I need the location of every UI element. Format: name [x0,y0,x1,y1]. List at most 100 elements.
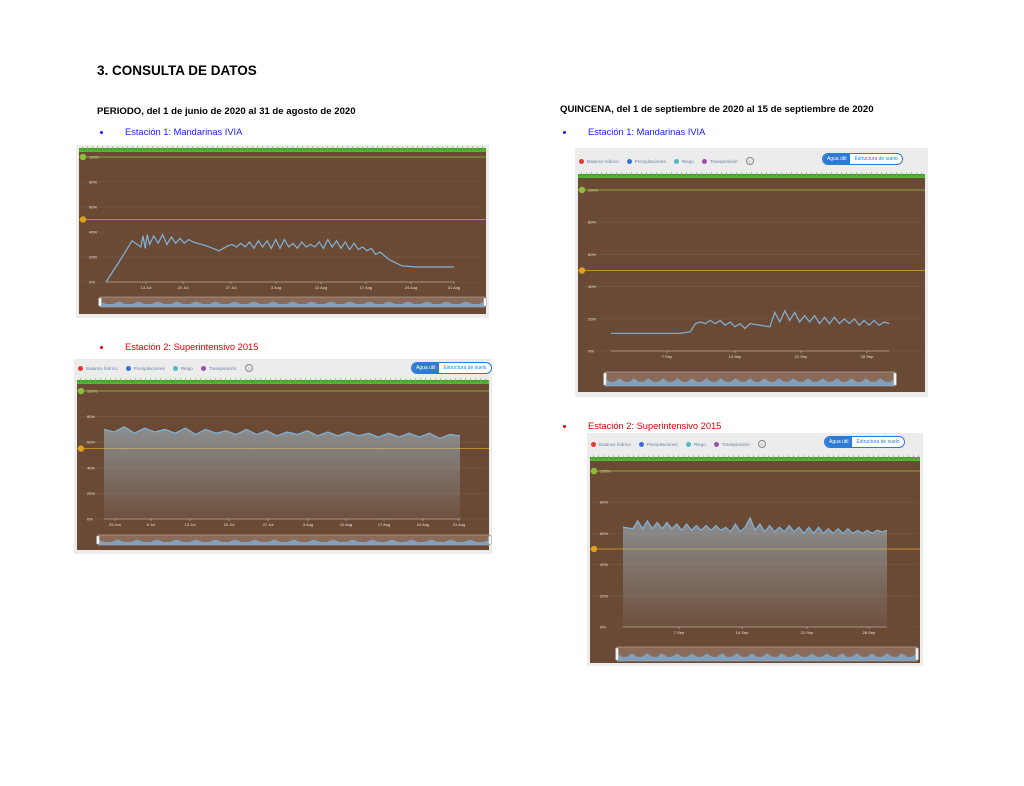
grass-base [590,457,920,461]
legend-transp[interactable]: Transpiración [701,158,738,164]
toggle-estructura-button[interactable]: Estructura de suelo [856,439,900,445]
legend-dot [200,365,206,371]
legend-dot [638,441,644,447]
chart-svg: 0%20%40%60%80%100%7 Sep 14 Sep 21 Sep 28 Se… [578,171,926,392]
legend-balance[interactable]: Balance hídrico [591,441,631,447]
help-icon[interactable]: ? [757,440,766,448]
bullet-label: Estación 2: Superintensivo 2015 [588,421,722,431]
y-tick-label: 60% [89,205,97,210]
x-tick-label: 24 Aug [405,285,417,290]
legend-label: Balance hídrico [86,365,118,371]
chart-panel-quincena-estacion-2: Balance hídrico Precipitaciones Riego Tr… [587,433,923,666]
legend-label: Riego [180,365,193,371]
x-tick-label: 17 Aug [378,522,390,527]
bullet-quincena-estacion-2: Estación 2: Superintensivo 2015 [563,421,721,431]
x-tick-label: 10 Aug [340,522,352,527]
legend-label: Precipitaciones [133,365,165,371]
navigator-series [98,539,490,545]
legend-balance[interactable]: Balance hídrico [78,365,118,371]
help-icon[interactable]: ? [244,364,253,372]
x-tick-label: 14 Sep [736,630,749,635]
series-area [623,517,887,627]
legend-riego[interactable]: Riego [685,441,706,447]
chart-panel-quincena-estacion-1: Balance hídrico Precipitaciones Riego Tr… [575,148,928,397]
legend-label: Transpiración [721,441,750,447]
navigator-handle-right [483,297,487,307]
x-tick-label: 24 Aug [417,522,429,527]
legend-label: Riego [681,158,694,164]
section-title: 3. CONSULTA DE DATOS [97,63,257,78]
y-tick-label: 40% [87,465,95,470]
x-tick-label: 17 Aug [360,285,372,290]
legend-dot [78,365,83,371]
legend-balance[interactable]: Balance hídrico [579,158,619,164]
x-tick-label: 10 Aug [315,285,327,290]
legend-dot [685,441,691,447]
y-tick-label: 40% [588,284,596,289]
y-tick-label: 0% [89,280,95,285]
periodo-heading: PERIODO, del 1 de junio de 2020 al 31 de… [97,106,356,117]
toggle-estructura-button[interactable]: Estructura de suelo [854,156,898,162]
quincena-heading: QUINCENA, del 1 de septiembre de 2020 al… [560,104,874,115]
threshold-handle-max [578,186,586,194]
legend-label: Transpiración [208,365,237,371]
y-tick-label: 60% [600,531,608,536]
y-tick-label: 20% [87,491,95,496]
legend-precip[interactable]: Precipitaciones [626,158,666,164]
series-line [622,516,888,535]
grass-band [77,377,490,384]
bullet-dot [100,130,103,134]
grass-blades [77,377,490,384]
x-tick-label: 27 Jul [226,285,237,290]
legend-precip[interactable]: Precipitaciones [125,365,165,371]
chart-svg: 0%20%40%60%80%100%13 Jul 20 Jul 27 Jul 3 Au… [79,145,487,314]
series-area [104,426,460,519]
legend-precip[interactable]: Precipitaciones [638,441,678,447]
threshold-handle-min [578,267,586,274]
navigator-handle-left [98,297,102,307]
y-tick-label: 0% [588,349,594,354]
y-tick-label: 80% [89,180,97,185]
legend-transp[interactable]: Transpiración [713,441,750,447]
toggle-agua-util-button[interactable]: Agua útil [823,154,851,164]
toggle-estructura-button[interactable]: Estructura de suelo [443,365,487,371]
grass-band [578,171,926,178]
bullet-periodo-estacion-2: Estación 2: Superintensivo 2015 [100,342,258,352]
chart-svg: 0%20%40%60%80%100%29 Jun 6 Jul 13 Jul 20 Ju… [77,377,492,550]
toggle-agua-util-button[interactable]: Agua útil [825,437,853,447]
x-tick-label: 21 Sep [801,630,814,635]
legend-riego[interactable]: Riego [172,365,193,371]
bullet-label: Estación 2: Superintensivo 2015 [125,342,259,352]
legend: Balance hídrico Precipitaciones Riego Tr… [579,157,754,165]
legend: Balance hídrico Precipitaciones Riego Tr… [78,364,253,372]
navigator-series [617,653,917,661]
x-tick-label: 20 Jul [224,522,235,527]
legend-dot [713,441,719,447]
legend-riego[interactable]: Riego [673,158,694,164]
y-tick-label: 80% [87,414,95,419]
threshold-handle-min [590,545,598,553]
x-tick-label: 3 Aug [271,285,281,290]
navigator-handle-right [893,372,897,386]
navigator-handle-left [96,535,100,545]
grass-band [79,145,487,152]
navigator-handle-right [488,535,492,545]
legend-dot [579,158,584,164]
x-tick-label: 3 Aug [303,522,313,527]
legend-dot [591,441,596,447]
x-tick-label: 28 Sep [863,630,876,635]
toggle-agua-util-button[interactable]: Agua útil [412,363,440,373]
bullet-quincena-estacion-1: Estación 1: Mandarinas IVIA [563,127,705,137]
legend-dot [172,365,178,371]
series-line [611,309,890,334]
bullet-label: Estación 1: Mandarinas IVIA [125,127,243,137]
help-icon[interactable]: ? [745,157,754,165]
view-toggle: Agua útil Estructura de suelo [824,436,905,448]
legend-dot [701,158,707,164]
legend-transp[interactable]: Transpiración [200,365,237,371]
bullet-dot [563,424,566,428]
navigator-handle-right [915,647,919,661]
navigator-series [605,378,895,386]
x-tick-label: 6 Jul [147,522,156,527]
threshold-handle-min [77,445,85,452]
